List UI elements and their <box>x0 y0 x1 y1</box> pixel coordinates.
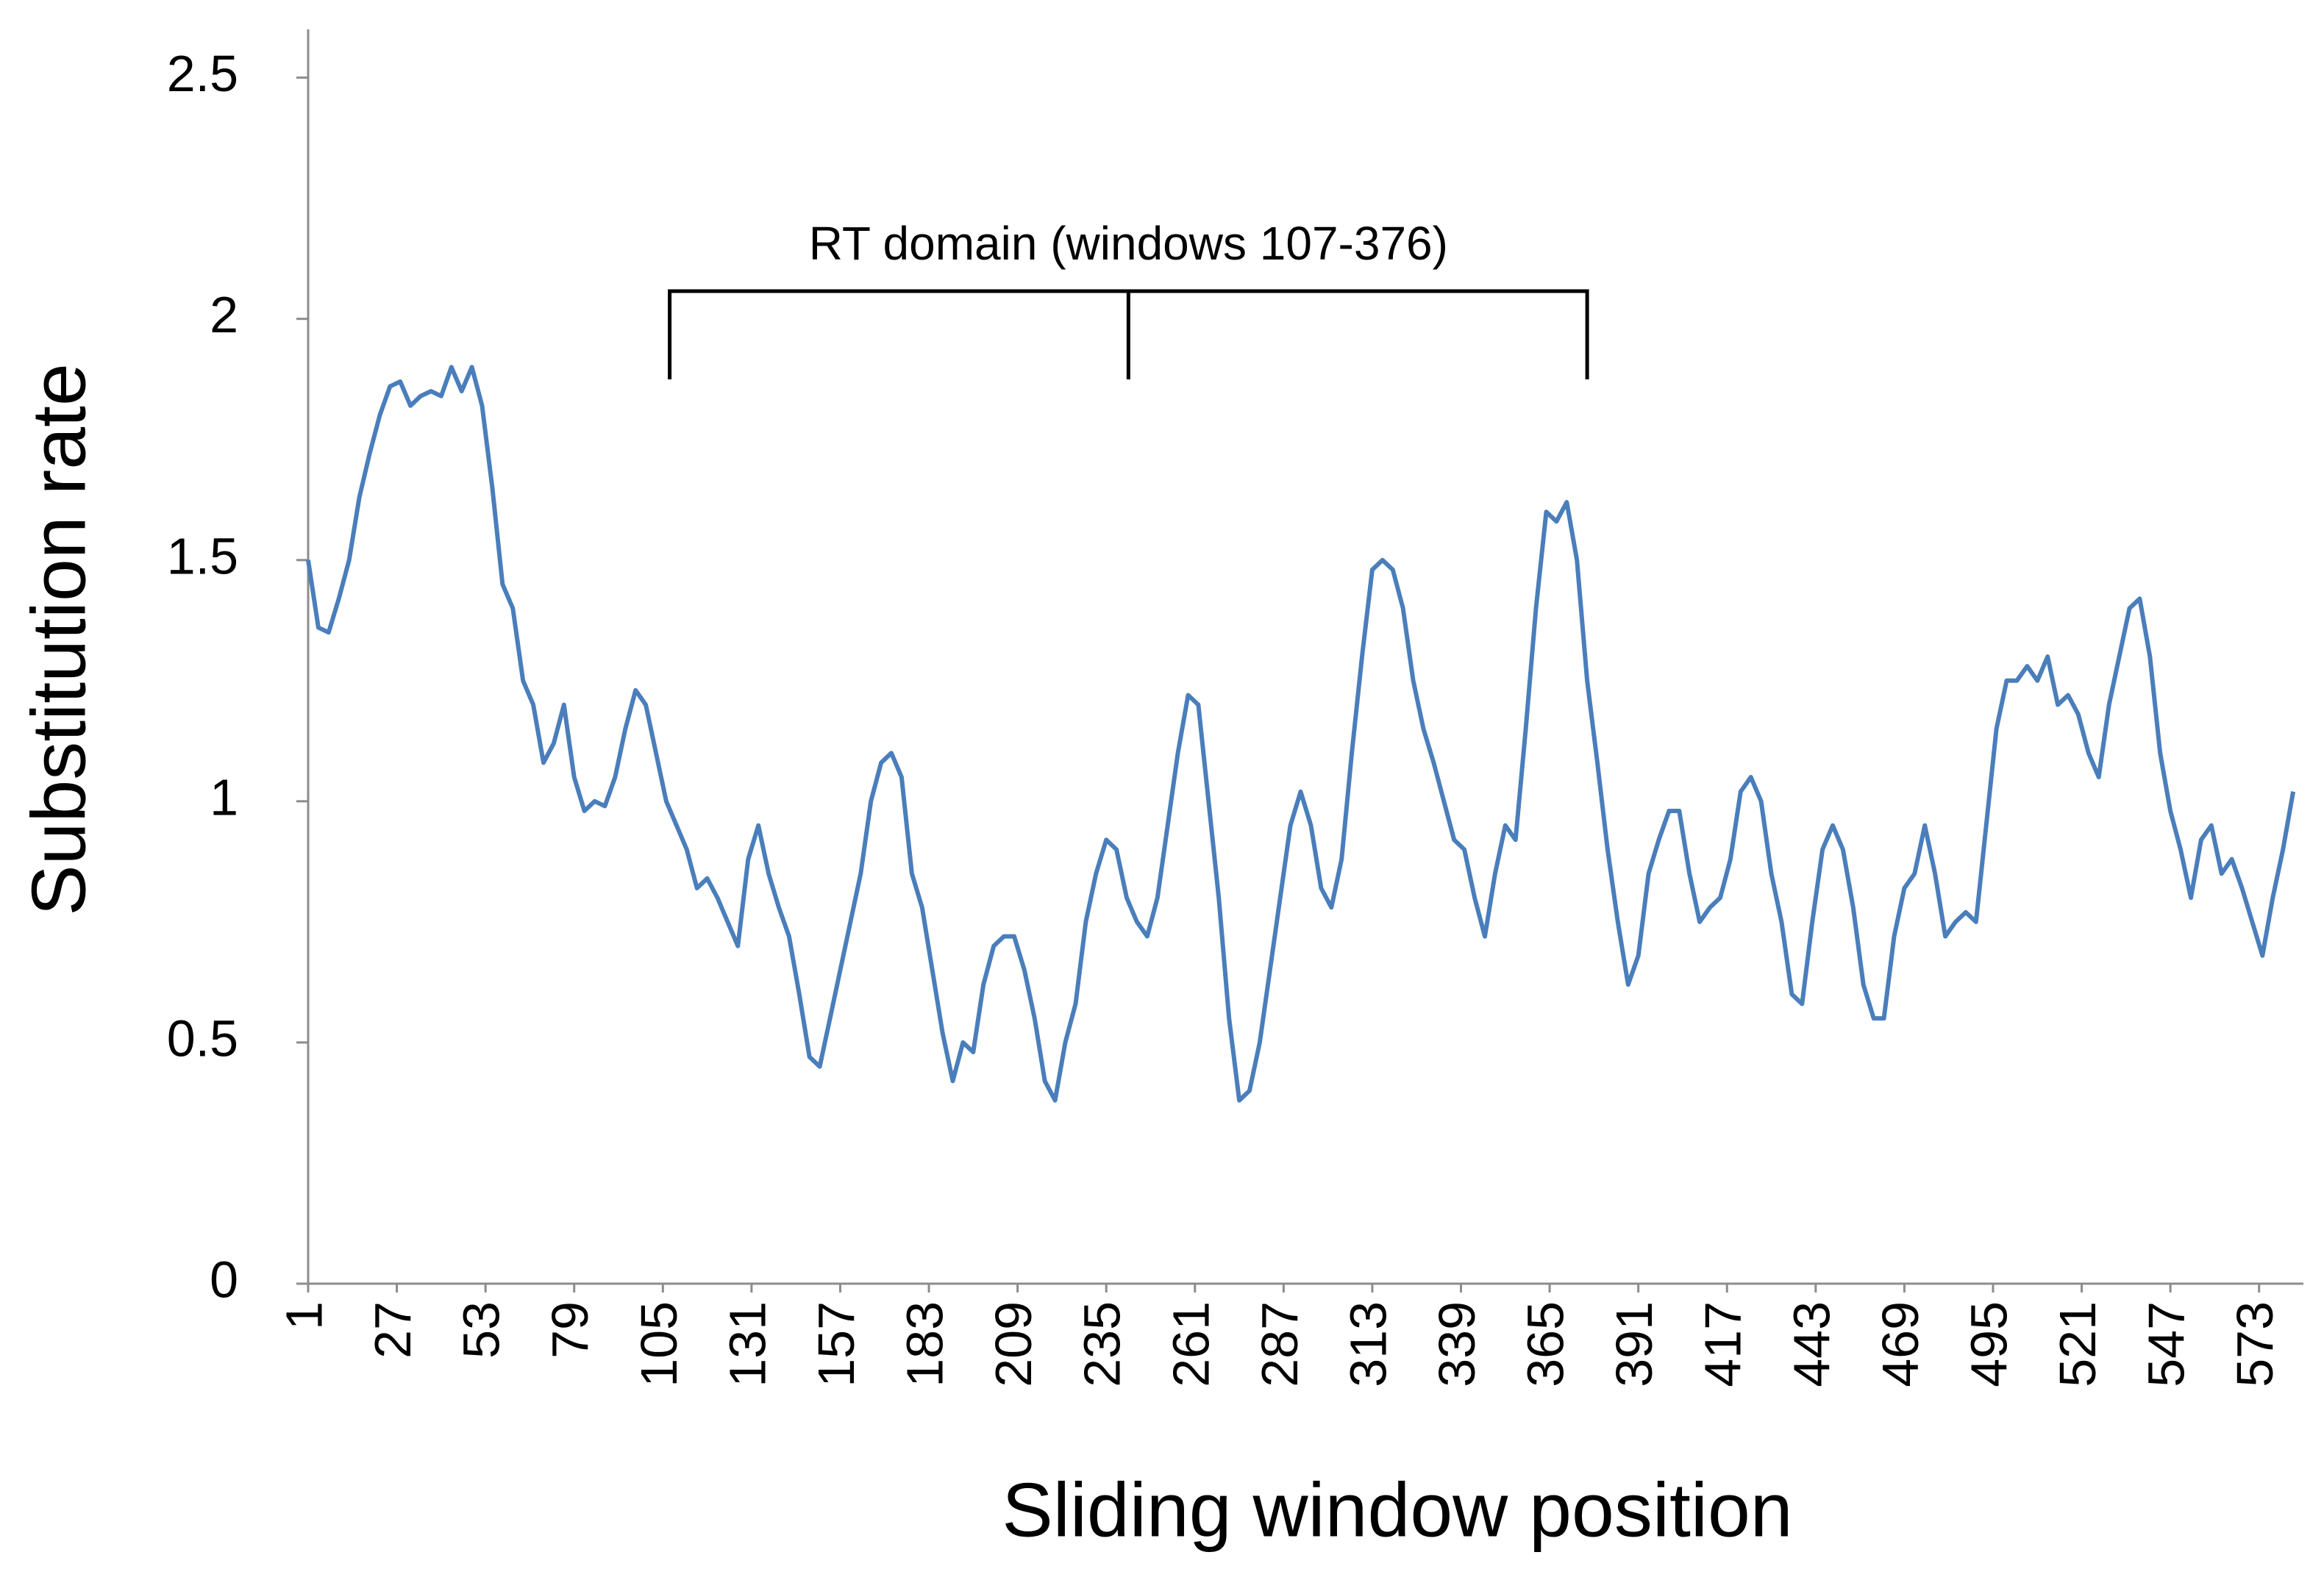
x-tick-label: 365 <box>1517 1301 1575 1387</box>
x-tick-label: 391 <box>1605 1301 1663 1387</box>
x-tick-label: 261 <box>1162 1301 1219 1387</box>
x-tick-label: 183 <box>897 1301 954 1387</box>
x-tick-label: 27 <box>364 1301 421 1359</box>
x-tick-label: 1 <box>275 1301 332 1330</box>
x-tick-label: 469 <box>1872 1301 1929 1387</box>
y-tick-label: 2 <box>210 286 238 343</box>
x-tick-label: 105 <box>630 1301 688 1387</box>
x-tick-label: 339 <box>1428 1301 1486 1387</box>
y-tick-label: 1.5 <box>167 527 238 584</box>
y-tick-label: 0.5 <box>167 1009 238 1067</box>
x-tick-label: 209 <box>985 1301 1042 1387</box>
y-tick-label: 1 <box>210 768 238 826</box>
x-tick-label: 547 <box>2138 1301 2195 1387</box>
x-axis-title: Sliding window position <box>1002 1467 1792 1553</box>
x-tick-label: 573 <box>2226 1301 2284 1387</box>
x-tick-label: 495 <box>1960 1301 2017 1387</box>
x-tick-label: 443 <box>1783 1301 1840 1387</box>
annotation-bracket <box>668 289 1589 379</box>
annotation-text: RT domain (windows 107-376) <box>809 217 1448 270</box>
y-tick-label: 0 <box>210 1251 238 1308</box>
x-tick-label: 131 <box>719 1301 776 1387</box>
x-tick-label: 53 <box>453 1301 510 1359</box>
y-axis-title: Substitution rate <box>16 363 101 916</box>
x-tick-label: 235 <box>1074 1301 1131 1387</box>
y-tick-label: 2.5 <box>167 45 238 102</box>
x-tick-label: 521 <box>2049 1301 2106 1387</box>
x-tick-label: 417 <box>1694 1301 1752 1387</box>
data-line <box>306 365 2296 1103</box>
x-tick-label: 79 <box>541 1301 599 1359</box>
x-tick-label: 157 <box>808 1301 865 1387</box>
x-tick-label: 287 <box>1251 1301 1308 1387</box>
x-tick-label: 313 <box>1339 1301 1397 1387</box>
